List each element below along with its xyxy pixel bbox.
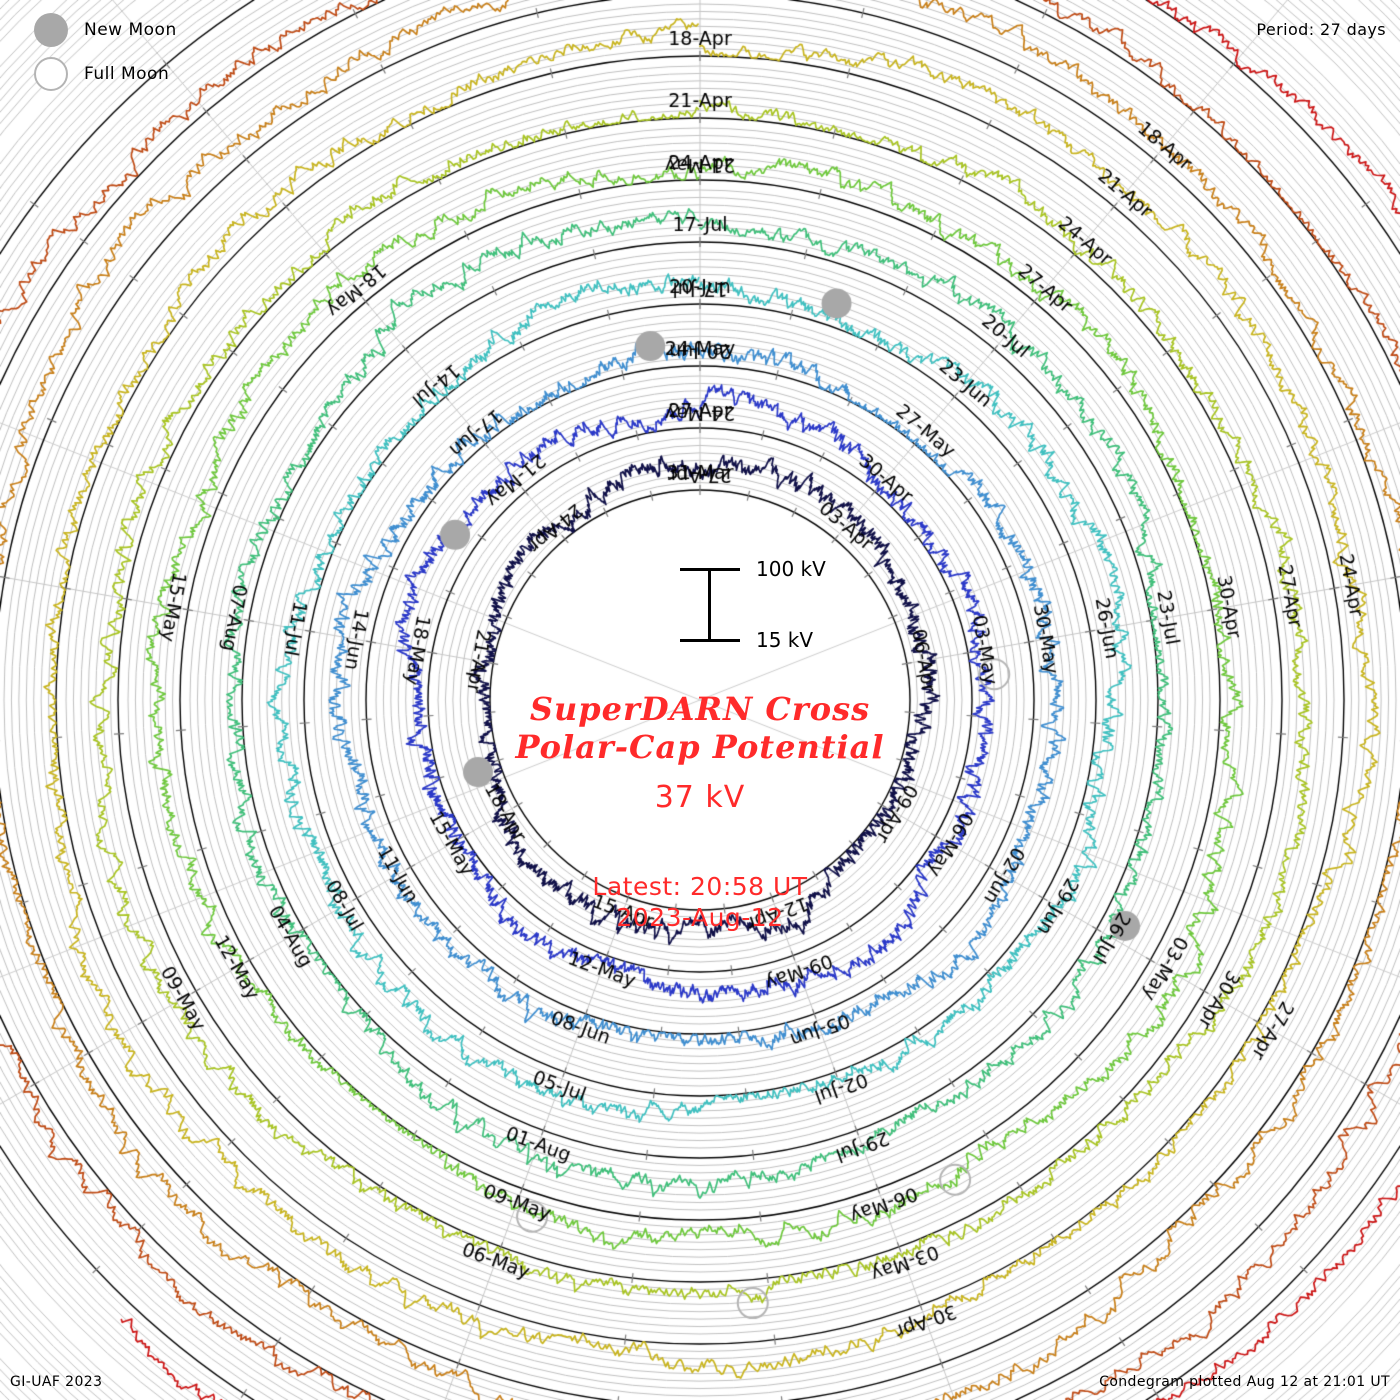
credit-organization: GI-UAF 2023 <box>10 1374 103 1390</box>
center-annotation-block: SuperDARN Cross Polar-Cap Potential 37 k… <box>400 690 1000 933</box>
radial-scale-bar: 100 kV 15 kV <box>660 555 860 665</box>
scale-label-min: 15 kV <box>756 628 814 652</box>
full-moon-icon <box>34 57 68 91</box>
legend-label-new-moon: New Moon <box>84 20 177 40</box>
chart-title-line2: Polar-Cap Potential <box>515 728 885 766</box>
new-moon-icon <box>34 13 68 47</box>
legend-label-full-moon: Full Moon <box>84 64 170 84</box>
latest-date: 2023-Aug-12 <box>616 903 784 932</box>
chart-title-line1: SuperDARN Cross <box>529 690 871 728</box>
period-label: Period: 27 days <box>1256 20 1386 39</box>
scale-label-max: 100 kV <box>756 557 826 581</box>
latest-time: Latest: 20:58 UT <box>592 872 808 901</box>
scale-vertical-bar <box>708 569 711 641</box>
legend-item-new-moon: New Moon <box>18 8 177 52</box>
legend-item-full-moon: Full Moon <box>18 52 177 96</box>
current-value: 37 kV <box>654 780 746 815</box>
moon-phase-legend: New Moon Full Moon <box>18 8 177 96</box>
credit-plot-timestamp: Condegram plotted Aug 12 at 21:01 UT <box>1099 1374 1390 1390</box>
